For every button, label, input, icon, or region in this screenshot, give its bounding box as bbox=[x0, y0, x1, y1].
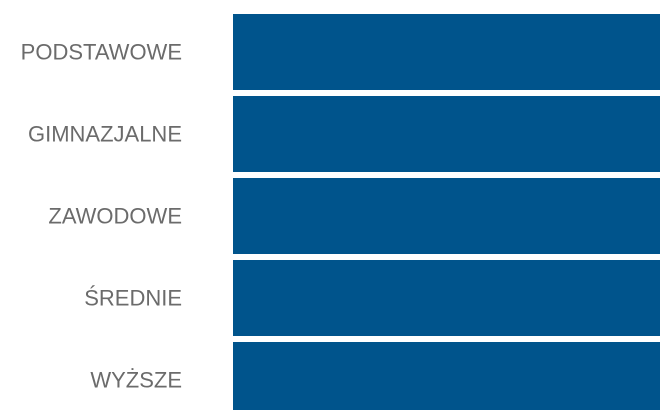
category-label: ZAWODOWE bbox=[48, 204, 182, 229]
bar-1 bbox=[233, 96, 660, 172]
category-label: WYŻSZE bbox=[90, 368, 182, 393]
bar-0 bbox=[233, 14, 660, 90]
category-label: ŚREDNIE bbox=[84, 286, 182, 311]
category-label: PODSTAWOWE bbox=[21, 40, 182, 65]
category-label: GIMNAZJALNE bbox=[28, 122, 182, 147]
bar-3 bbox=[233, 260, 660, 336]
bar-2 bbox=[233, 178, 660, 254]
bar-4 bbox=[233, 342, 660, 410]
bars-layer bbox=[233, 14, 660, 410]
category-labels: PODSTAWOWE GIMNAZJALNE ZAWODOWE ŚREDNIE WYŻS… bbox=[21, 40, 182, 393]
